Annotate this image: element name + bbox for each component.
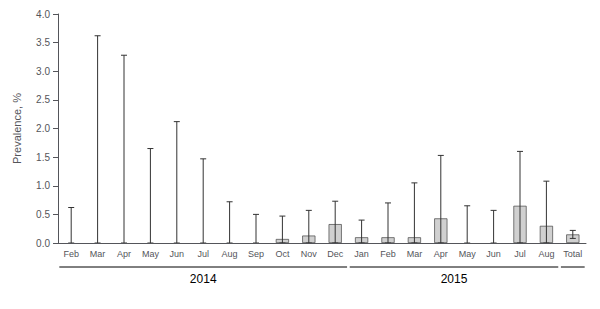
svg-text:Nov: Nov (301, 249, 318, 259)
svg-text:2.0: 2.0 (36, 123, 50, 134)
svg-text:Apr: Apr (117, 249, 131, 259)
svg-text:3.5: 3.5 (36, 37, 50, 48)
svg-text:1.5: 1.5 (36, 152, 50, 163)
svg-text:Mar: Mar (90, 249, 106, 259)
svg-text:Total: Total (563, 249, 582, 259)
svg-text:Jun: Jun (170, 249, 185, 259)
svg-text:0.5: 0.5 (36, 209, 50, 220)
svg-text:2.5: 2.5 (36, 94, 50, 105)
svg-text:May: May (142, 249, 160, 259)
svg-text:Feb: Feb (63, 249, 79, 259)
svg-text:Mar: Mar (407, 249, 423, 259)
svg-text:Oct: Oct (275, 249, 290, 259)
svg-text:May: May (459, 249, 477, 259)
svg-text:3.0: 3.0 (36, 66, 50, 77)
svg-text:0.0: 0.0 (36, 238, 50, 249)
svg-text:2014: 2014 (190, 272, 217, 286)
svg-text:Dec: Dec (327, 249, 344, 259)
svg-text:Jul: Jul (514, 249, 526, 259)
svg-text:1.0: 1.0 (36, 180, 50, 191)
svg-text:Apr: Apr (434, 249, 448, 259)
svg-text:Jan: Jan (354, 249, 369, 259)
svg-text:Prevalence, %: Prevalence, % (11, 93, 23, 164)
svg-text:4.0: 4.0 (36, 9, 50, 20)
svg-text:Aug: Aug (222, 249, 238, 259)
svg-text:Jul: Jul (197, 249, 209, 259)
svg-text:2015: 2015 (441, 272, 468, 286)
svg-text:Feb: Feb (380, 249, 396, 259)
svg-text:Jun: Jun (486, 249, 501, 259)
svg-text:Aug: Aug (538, 249, 554, 259)
svg-text:Sep: Sep (248, 249, 264, 259)
